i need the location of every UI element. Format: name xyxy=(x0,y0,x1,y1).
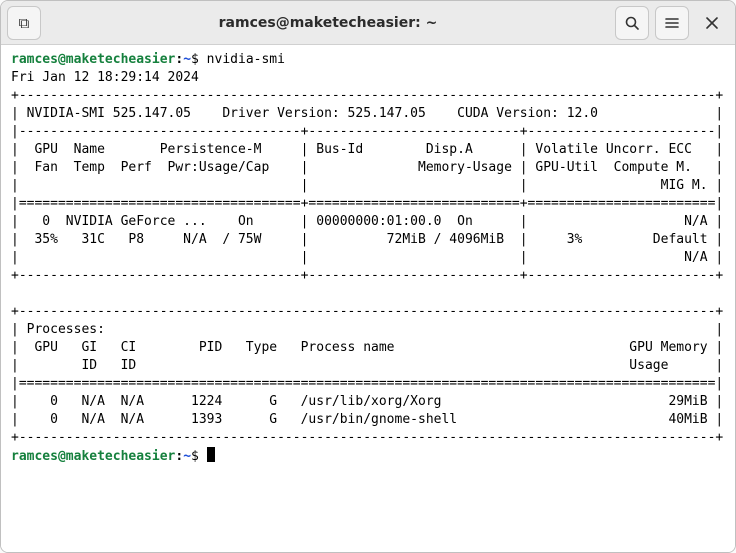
hamburger-icon xyxy=(664,15,680,31)
new-tab-button[interactable]: ⧉ xyxy=(7,6,41,40)
titlebar: ⧉ ramces@maketecheasier: ~ xyxy=(1,1,735,45)
search-button[interactable] xyxy=(615,6,649,40)
terminal-window: ⧉ ramces@maketecheasier: ~ ramces@makete… xyxy=(0,0,736,553)
new-tab-icon: ⧉ xyxy=(19,14,30,32)
close-button[interactable] xyxy=(695,6,729,40)
terminal-body[interactable]: ramces@maketecheasier:~$ nvidia-smi Fri … xyxy=(1,45,735,552)
window-title: ramces@maketecheasier: ~ xyxy=(47,15,609,31)
search-icon xyxy=(624,15,640,31)
close-icon xyxy=(705,16,719,30)
menu-button[interactable] xyxy=(655,6,689,40)
